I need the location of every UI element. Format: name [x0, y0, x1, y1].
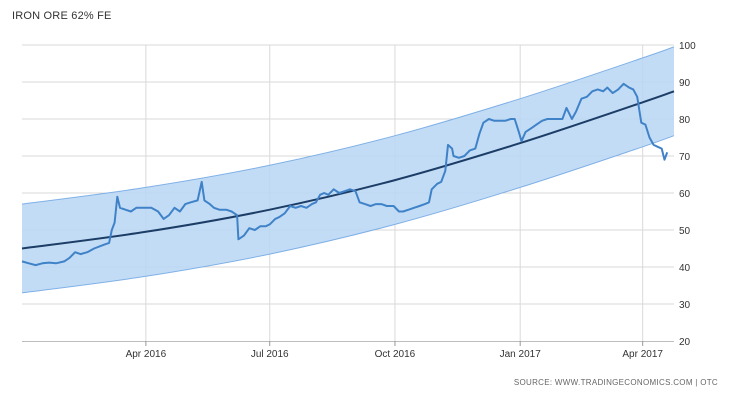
x-tick-label: Apr 2017 [622, 349, 663, 360]
y-tick-label: 20 [679, 337, 691, 348]
x-tick-label: Oct 2016 [375, 349, 416, 360]
confidence-band-upper-edge [21, 46, 675, 205]
y-tick-label: 50 [679, 226, 691, 237]
y-tick-label: 90 [679, 78, 691, 89]
trend-line [21, 90, 675, 250]
y-tick-label: 80 [679, 115, 691, 126]
y-tick-label: 100 [679, 41, 696, 52]
x-tick-label: Apr 2016 [126, 349, 167, 360]
x-axis-ticks: Apr 2016 Jul 2016 Oct 2016 Jan 2017 Apr 2017 [22, 341, 674, 360]
y-tick-label: 30 [679, 300, 691, 311]
x-tick-label: Jul 2016 [251, 349, 289, 360]
price-series-line [21, 82, 669, 267]
confidence-band-lower-edge [21, 135, 675, 294]
y-tick-label: 40 [679, 263, 691, 274]
y-axis-ticks: 20 30 40 50 60 70 80 90 100 [679, 41, 696, 348]
x-tick-label: Jan 2017 [500, 349, 542, 360]
source-attribution: SOURCE: WWW.TRADINGECONOMICS.COM | OTC [513, 378, 718, 387]
confidence-band-area [22, 46, 674, 293]
chart-title: IRON ORE 62% FE [12, 10, 112, 22]
y-tick-label: 60 [679, 189, 691, 200]
y-tick-label: 70 [679, 152, 691, 163]
